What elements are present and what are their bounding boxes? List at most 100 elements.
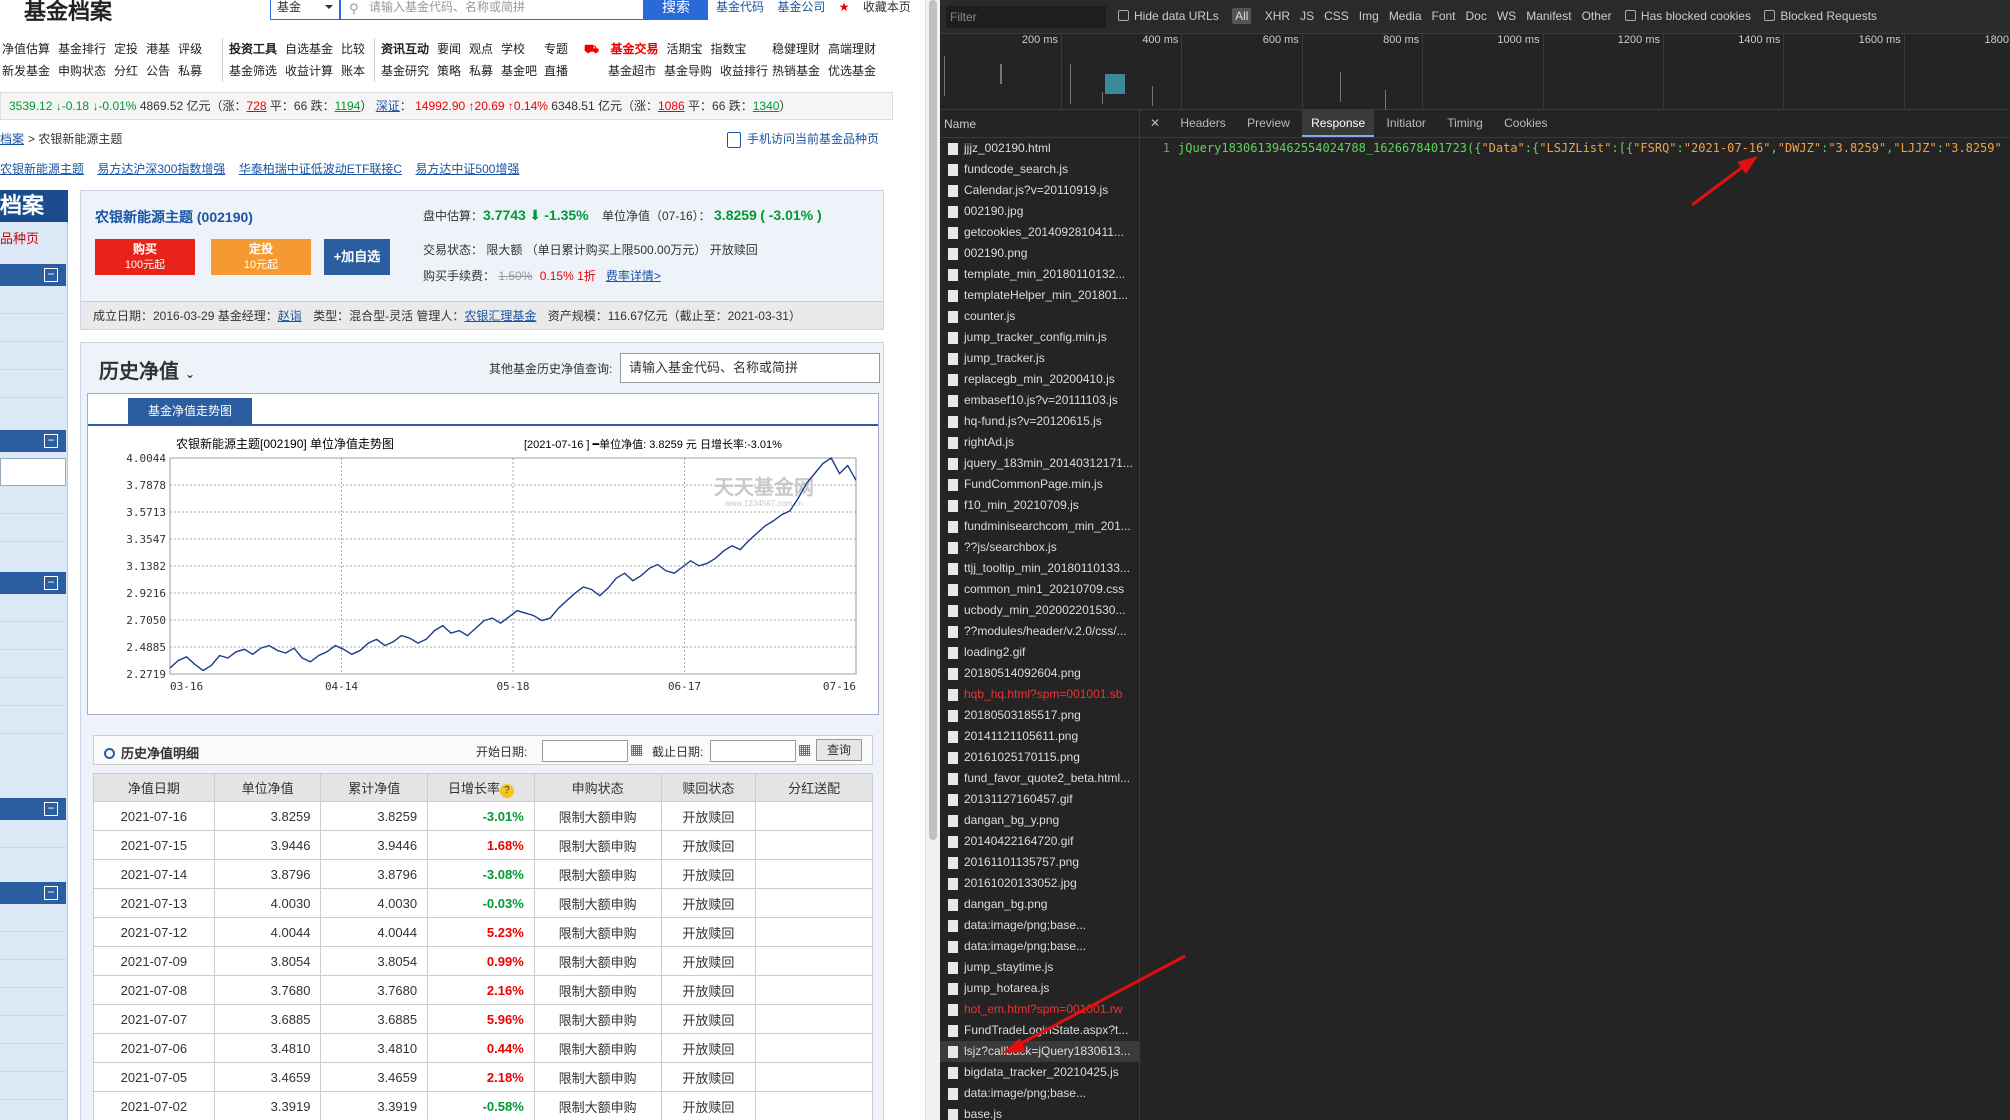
request-row[interactable]: Calendar.js?v=20110919.js — [940, 180, 1139, 201]
sz-up-count[interactable]: 1086 — [657, 99, 685, 113]
filter-type-img[interactable]: Img — [1358, 9, 1379, 23]
nav-link[interactable]: 新发基金 — [2, 64, 51, 78]
request-row[interactable]: template_min_20180110132... — [940, 264, 1139, 285]
request-row[interactable]: hqb_hq.html?spm=001001.sb — [940, 684, 1139, 705]
nav-link[interactable]: 定投 — [114, 42, 139, 56]
sidebar-item[interactable] — [0, 342, 66, 370]
sidebar-item[interactable] — [0, 904, 66, 932]
request-row[interactable]: 20161025170115.png — [940, 747, 1139, 768]
filter-type-ws[interactable]: WS — [1496, 9, 1517, 23]
nav-link[interactable]: 优选基金 — [828, 64, 877, 78]
filter-type-font[interactable]: Font — [1431, 9, 1456, 23]
nav-link[interactable]: 基金超市 — [608, 64, 657, 78]
request-row[interactable]: data:image/png;base... — [940, 915, 1139, 936]
request-row[interactable]: 002190.png — [940, 243, 1139, 264]
nav-link[interactable]: 分红 — [114, 64, 139, 78]
request-row[interactable]: jump_hotarea.js — [940, 978, 1139, 999]
start-date-input[interactable] — [542, 740, 628, 762]
filter-type-manifest[interactable]: Manifest — [1526, 9, 1572, 23]
request-row[interactable]: data:image/png;base... — [940, 1083, 1139, 1104]
sidebar-item[interactable] — [0, 1044, 66, 1072]
request-row[interactable]: FundCommonPage.min.js — [940, 474, 1139, 495]
sidebar-item[interactable] — [0, 594, 66, 622]
request-row[interactable]: ??modules/header/v.2.0/css/... — [940, 621, 1139, 642]
request-row[interactable]: 20180503185517.png — [940, 705, 1139, 726]
page-scrollbar[interactable] — [925, 0, 940, 1120]
sz-index-link[interactable]: 深证 — [375, 99, 400, 113]
search-button[interactable]: 搜索 — [644, 0, 708, 20]
nav-link[interactable]: 基金交易 — [610, 42, 659, 56]
collapse-icon[interactable]: − — [44, 886, 58, 900]
filter-type-xhr[interactable]: XHR — [1264, 9, 1291, 23]
request-row[interactable]: dangan_bg.png — [940, 894, 1139, 915]
end-date-input[interactable] — [710, 740, 796, 762]
auto-invest-button[interactable]: 定投 10元起 — [211, 239, 311, 275]
calendar-icon[interactable]: ▦ — [630, 741, 644, 757]
related-fund-link[interactable]: 华泰柏瑞中证低波动ETF联接C — [238, 162, 403, 176]
request-row[interactable]: jquery_183min_20140312171... — [940, 453, 1139, 474]
search-type-select[interactable]: 基金 — [270, 0, 340, 20]
request-row[interactable]: dangan_bg_y.png — [940, 810, 1139, 831]
request-row[interactable]: 002190.jpg — [940, 201, 1139, 222]
request-row[interactable]: fundcode_search.js — [940, 159, 1139, 180]
sidebar-section-bar[interactable]: − — [0, 430, 66, 452]
request-row[interactable]: base.js — [940, 1104, 1139, 1120]
nav-link[interactable]: 收益排行 — [720, 64, 769, 78]
request-row[interactable]: lsjz?callback=jQuery1830613... — [940, 1041, 1139, 1062]
collapse-icon[interactable]: − — [44, 268, 58, 282]
tab-preview[interactable]: Preview — [1247, 116, 1290, 130]
sidebar-item[interactable] — [0, 706, 66, 734]
nav-link[interactable]: 策略 — [437, 64, 462, 78]
sidebar-item[interactable] — [0, 370, 66, 398]
sidebar-item[interactable] — [0, 650, 66, 678]
fund-company-link[interactable]: 基金公司 — [777, 0, 826, 14]
request-row[interactable]: data:image/png;base... — [940, 936, 1139, 957]
nav-link[interactable]: 学校 — [501, 42, 526, 56]
sidebar-sub-link[interactable]: 品种页 — [0, 231, 40, 246]
sh-up-count[interactable]: 728 — [246, 99, 267, 113]
request-row[interactable]: 20140422164720.gif — [940, 831, 1139, 852]
nav-link[interactable]: 评级 — [178, 42, 203, 56]
tab-timing[interactable]: Timing — [1447, 116, 1483, 130]
collapse-icon[interactable]: − — [44, 434, 58, 448]
request-row[interactable]: bigdata_tracker_20210425.js — [940, 1062, 1139, 1083]
nav-link[interactable]: 热销基金 — [772, 64, 821, 78]
nav-link[interactable]: 稳健理财 — [772, 42, 821, 56]
filter-type-media[interactable]: Media — [1388, 9, 1422, 23]
filter-type-css[interactable]: CSS — [1324, 9, 1349, 23]
request-row[interactable]: counter.js — [940, 306, 1139, 327]
related-fund-link[interactable]: 易方达中证500增强 — [415, 162, 520, 176]
nav-link[interactable]: 直播 — [544, 64, 569, 78]
nav-link[interactable]: 净值估算 — [2, 42, 51, 56]
request-row[interactable]: fund_favor_quote2_beta.html... — [940, 768, 1139, 789]
nav-link[interactable]: 基金研究 — [381, 64, 430, 78]
request-row[interactable]: ttjj_tooltip_min_20180110133... — [940, 558, 1139, 579]
nav-link[interactable]: 专题 — [544, 42, 569, 56]
response-body[interactable]: 1 jQuery18306139462554024788_162667840172… — [1140, 138, 2010, 158]
request-row[interactable]: 20180514092604.png — [940, 663, 1139, 684]
hide-data-urls-checkbox[interactable]: Hide data URLs — [1118, 9, 1219, 23]
request-row[interactable]: templateHelper_min_201801... — [940, 285, 1139, 306]
tab-response[interactable]: Response — [1302, 110, 1375, 137]
other-fund-search-input[interactable]: 请输入基金代码、名称或简拼 — [620, 353, 880, 383]
sidebar-item[interactable] — [0, 1016, 66, 1044]
nav-link[interactable]: 观点 — [469, 42, 494, 56]
sidebar-item[interactable] — [0, 820, 66, 848]
request-row[interactable]: common_min1_20210709.css — [940, 579, 1139, 600]
nav-link[interactable]: 收益计算 — [285, 64, 334, 78]
filter-type-js[interactable]: JS — [1300, 9, 1315, 23]
sidebar-item[interactable] — [0, 960, 66, 988]
related-fund-link[interactable]: 易方达沪深300指数增强 — [97, 162, 226, 176]
request-row[interactable]: jump_tracker.js — [940, 348, 1139, 369]
nav-link[interactable]: 基金排行 — [58, 42, 107, 56]
nav-link[interactable]: 基金导购 — [664, 64, 713, 78]
nav-link[interactable]: 高端理财 — [828, 42, 877, 56]
sidebar-section-bar[interactable]: − — [0, 572, 66, 594]
request-row[interactable]: jump_staytime.js — [940, 957, 1139, 978]
request-row[interactable]: embasef10.js?v=20111103.js — [940, 390, 1139, 411]
sidebar-section-bar[interactable]: − — [0, 264, 66, 286]
sidebar-item[interactable] — [0, 932, 66, 960]
collapse-icon[interactable]: − — [44, 576, 58, 590]
tab-cookies[interactable]: Cookies — [1504, 116, 1548, 130]
sidebar-section-bar[interactable]: − — [0, 798, 66, 820]
